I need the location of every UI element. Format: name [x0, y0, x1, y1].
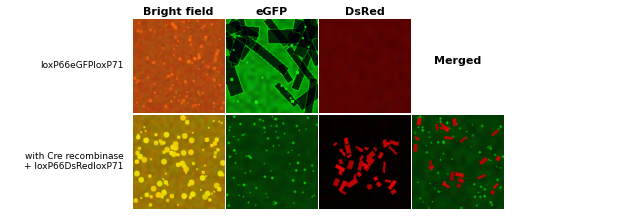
Text: Bright field: Bright field — [143, 7, 213, 17]
Text: with Cre recombinase
+ loxP66DsRedloxP71: with Cre recombinase + loxP66DsRedloxP71 — [24, 152, 123, 171]
Text: eGFP: eGFP — [255, 7, 288, 17]
Text: loxP66eGFPloxP71: loxP66eGFPloxP71 — [40, 61, 123, 70]
Text: DsRed: DsRed — [345, 7, 384, 17]
Text: Merged: Merged — [434, 56, 481, 66]
